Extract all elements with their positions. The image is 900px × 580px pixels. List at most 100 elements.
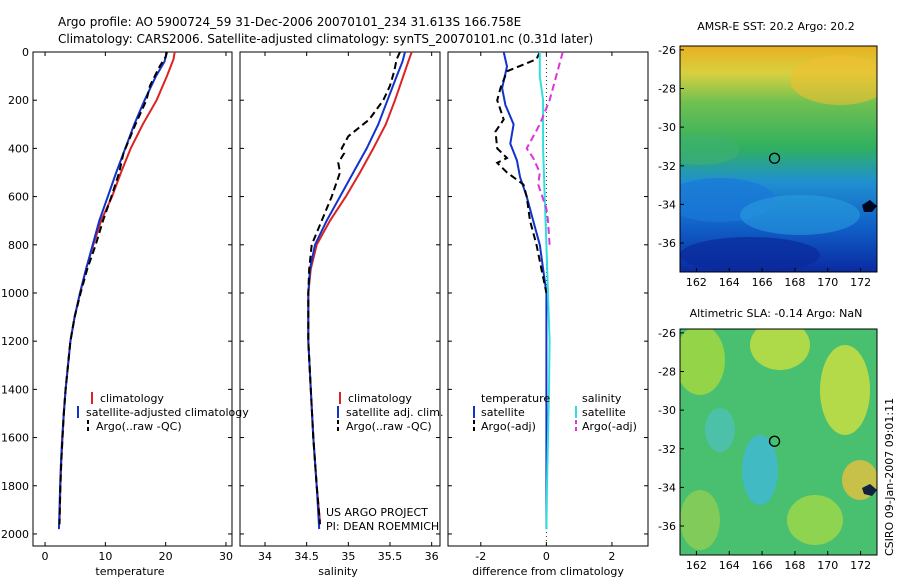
y-tick-label: 1600 [1,432,29,445]
temperature-xlabel: temperature [95,565,164,578]
series-line-satellite-adjusted-climatology [57,51,168,530]
temperature-legend: climatology satellite-adjusted climatolo… [77,392,249,433]
legend-label-climatology: climatology [348,392,412,405]
sla-blob [820,345,870,435]
legend-header-temperature: temperature [481,392,550,405]
legend-label-satellite: satellite-adjusted climatology [86,406,249,419]
series-line-argo-raw-qc- [58,51,168,525]
sst-map-frame [679,45,878,273]
y-tick-label: 1000 [1,287,29,300]
sla-blob [750,329,810,370]
map-y-tick-label: -34 [658,198,676,211]
x-tick-label: 20 [159,550,173,563]
profile-curves [57,51,564,546]
header-line-2: Climatology: CARS2006. Satellite-adjuste… [58,32,593,46]
legend-label-temp-argo: Argo(-adj) [481,420,536,433]
difference-panel-frame [447,51,649,547]
argo-position-marker [768,152,781,164]
x-tick-label: 35 [341,550,355,563]
sla-map-title: Altimetric SLA: -0.14 Argo: NaN [690,307,863,320]
map-y-tick-label: -32 [658,160,676,173]
map-y-tick-label: -36 [658,237,676,250]
x-tick-label: 30 [219,550,233,563]
coastline-mark [862,484,877,496]
x-tick-label: 34 [258,550,272,563]
sst-map-title: AMSR-E SST: 20.2 Argo: 20.2 [697,20,855,33]
legend-label-climatology: climatology [100,392,164,405]
sst-blob [680,135,740,165]
header-line-1: Argo profile: AO 5900724_59 31-Dec-2006 … [58,15,521,29]
legend-label-satellite: satellite adj. clim. [346,406,443,419]
sla-blob [787,495,843,545]
map-y-tick-label: -32 [658,443,676,456]
sst-blob [740,195,860,235]
series-line-climatology [58,51,176,525]
difference-xlabel: difference from climatology [472,565,624,578]
y-tick-label: 2000 [1,528,29,541]
map-x-tick-label: 172 [850,559,871,572]
series-line-salinity-argo-adj- [525,51,564,245]
y-tick-label: 600 [8,191,29,204]
legend-label-sal-satellite: satellite [582,406,626,419]
x-tick-label: 0 [42,550,49,563]
x-tick-label: 36 [425,550,439,563]
series-line-climatology [307,51,413,522]
timestamp-stamp: CSIRO 09-Jan-2007 09:01:11 [883,398,896,556]
map-x-tick-label: 170 [817,276,838,289]
y-tick-label: 1400 [1,383,29,396]
map-y-tick-label: -26 [658,327,676,340]
map-x-tick-label: 170 [817,559,838,572]
salinity-panel-frame [239,51,441,547]
y-tick-label: 200 [8,94,29,107]
map-y-tick-label: -30 [658,121,676,134]
argo-position-marker [768,435,781,447]
y-tick-label: 1200 [1,335,29,348]
sla-blob [742,435,778,505]
map-y-tick-label: -28 [658,365,676,378]
map-x-tick-label: 168 [784,276,805,289]
map-x-tick-label: 164 [719,276,740,289]
map-x-tick-label: 166 [752,276,773,289]
x-tick-label: -2 [475,550,486,563]
credit-line-1: US ARGO PROJECT [326,506,428,519]
sla-map-frame [679,328,878,556]
salinity-legend: climatology satellite adj. clim. Argo(..… [337,392,443,433]
map-x-tick-label: 172 [850,276,871,289]
sla-blob [705,408,735,452]
x-tick-label: 0 [543,550,550,563]
map-x-tick-label: 164 [719,559,740,572]
series-line-salinity-satellite [538,52,551,530]
legend-label-argo: Argo(..raw -QC) [346,420,432,433]
map-x-tick-label: 168 [784,559,805,572]
legend-label-sal-argo: Argo(-adj) [582,420,637,433]
x-tick-label: 34.5 [294,550,319,563]
map-x-tick-label: 162 [686,276,707,289]
salinity-xlabel: salinity [318,565,358,578]
series-line-temperature-argo-adj- [494,51,548,294]
legend-label-temp-satellite: satellite [481,406,525,419]
y-tick-label: 400 [8,142,29,155]
sst-blob [790,55,877,105]
sst-map-ticks: 162 164 166 168 170 172 -26 -28 -30 -32 -34 -36 [658,44,871,289]
sla-blob [680,329,725,395]
sla-map-ticks: 162 164 166 168 170 172 -26 -28 -30 -32 -34 -36 [658,327,871,572]
series-line-satellite-adj-clim- [307,51,406,530]
y-tick-label: 1800 [1,480,29,493]
map-y-tick-label: -30 [658,404,676,417]
series-line-temperature-satellite [501,51,548,530]
sst-map: AMSR-E SST: 20.2 Argo: 20.2 162 164 166 168… [658,20,878,289]
axis-ticks: 0 10 20 30020040060080010001200140016001800… [1,46,648,563]
x-tick-label: 2 [608,550,615,563]
sla-blob [680,490,720,550]
sst-blob [680,237,820,272]
map-x-tick-label: 162 [686,559,707,572]
x-tick-label: 10 [98,550,112,563]
map-x-tick-label: 166 [752,559,773,572]
difference-legend: temperature salinity satellite Argo(-adj… [473,392,637,433]
sla-map: Altimetric SLA: -0.14 Argo: NaN 162 164 16… [658,307,878,572]
y-tick-label: 0 [22,46,29,59]
y-tick-label: 800 [8,239,29,252]
credit-line-2: PI: DEAN ROEMMICH [326,520,439,533]
x-tick-label: 35.5 [378,550,403,563]
